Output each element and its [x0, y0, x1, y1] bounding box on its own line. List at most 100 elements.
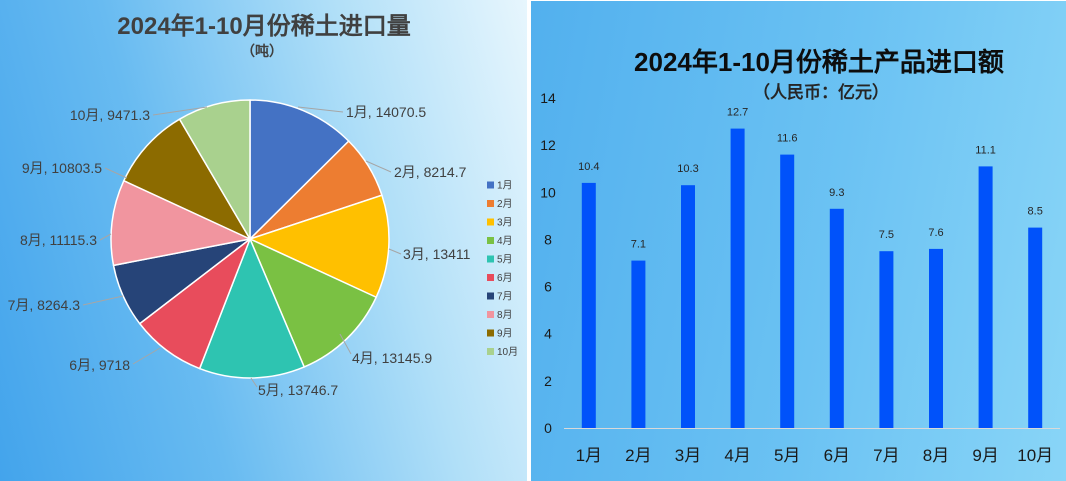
bar-6	[829, 208, 844, 428]
pie-chart-panel: 2024年1-10月份稀土进口量 （吨） 1月, 14070.5 2月, 8214…	[0, 0, 527, 481]
bar-4	[730, 128, 745, 428]
bar-data-label: 12.7	[727, 107, 748, 119]
x-tick-label: 8月	[923, 446, 949, 465]
pie-data-label: 9月, 10803.5	[22, 160, 102, 176]
y-axis-tick-labels: 0 2 4 6 8 10 12 14	[540, 90, 556, 436]
legend-label: 10月	[497, 346, 518, 358]
bar-1	[581, 182, 596, 428]
pie-slice-3	[249, 194, 390, 298]
bar-chart-subtitle: （人民币：亿元）	[753, 82, 889, 102]
x-axis: 1月 2月 3月 4月 5月 6月 7月 8月 9月 10月	[564, 428, 1060, 465]
pie-data-label: 10月, 9471.3	[70, 107, 150, 123]
legend-swatch	[487, 255, 494, 263]
legend-swatch	[487, 237, 494, 244]
legend-swatch	[487, 329, 494, 337]
pie-chart-title: 2024年1-10月份稀土进口量	[117, 12, 410, 40]
legend-item: 3月	[487, 217, 513, 229]
legend-label: 5月	[497, 254, 513, 266]
bar-data-label: 7.1	[631, 239, 646, 251]
legend-item: 7月	[487, 291, 513, 303]
pie-leader-line	[82, 295, 124, 306]
legend-label: 9月	[497, 328, 513, 340]
x-tick-label: 2月	[625, 446, 651, 465]
pie-slice-4	[249, 238, 377, 368]
pie-slice-5	[198, 238, 305, 379]
bar-data-label: 8.5	[1028, 206, 1043, 218]
pie-data-label: 7月, 8264.3	[8, 297, 81, 313]
bar-7	[879, 251, 894, 428]
legend-item: 6月	[487, 272, 513, 284]
pie-legend: 1月 2月 3月 4月 5月 6月 7月 8月 9月 10月	[487, 180, 518, 358]
legend-label: 6月	[497, 272, 513, 284]
bar-8	[929, 248, 943, 428]
pie-chart: 2024年1-10月份稀土进口量 （吨） 1月, 14070.5 2月, 8214…	[8, 12, 519, 398]
pie-data-label: 2月, 8214.7	[394, 164, 467, 180]
legend-item: 2月	[487, 198, 513, 210]
pie-leader-line	[388, 248, 402, 255]
bar-2	[631, 260, 646, 428]
legend-item: 8月	[487, 309, 513, 321]
x-tick-label: 3月	[675, 446, 701, 465]
x-tick-label: 1月	[576, 446, 602, 465]
bar-9	[978, 166, 993, 428]
legend-label: 2月	[497, 198, 513, 210]
legend-swatch	[487, 292, 494, 300]
pie-data-label: 8月, 11115.3	[20, 232, 97, 248]
y-tick-label: 12	[540, 137, 556, 153]
pie-slice-8	[110, 179, 251, 267]
bar-10	[1028, 227, 1043, 428]
y-tick-label: 4	[544, 326, 552, 342]
y-tick-label: 2	[544, 373, 552, 389]
bar-5	[780, 154, 795, 428]
legend-swatch	[487, 274, 494, 281]
pie-leader-line	[297, 106, 344, 113]
legend-label: 3月	[497, 217, 513, 229]
legend-label: 4月	[497, 235, 513, 247]
x-tick-label: 10月	[1017, 446, 1053, 465]
pie-data-label: 1月, 14070.5	[346, 104, 426, 120]
legend-item: 5月	[487, 254, 513, 266]
pie-data-label: 4月, 13145.9	[352, 350, 432, 366]
bar-chart-title: 2024年1-10月份稀土产品进口额	[634, 47, 1004, 77]
pie-leader-line	[250, 377, 258, 388]
pie-slice-10	[178, 99, 251, 240]
bar-data-label: 9.3	[829, 187, 844, 199]
legend-label: 8月	[497, 309, 513, 321]
bars	[581, 128, 1043, 428]
bar-chart: 2024年1-10月份稀土产品进口额 （人民币：亿元） 02468101214 …	[540, 47, 1060, 465]
legend-item: 10月	[487, 346, 518, 358]
legend-label: 1月	[497, 180, 513, 192]
legend-swatch	[487, 311, 494, 318]
pie-leader-line	[99, 233, 112, 241]
legend-swatch	[487, 181, 494, 189]
legend-item: 9月	[487, 328, 513, 340]
x-tick-label: 7月	[873, 446, 899, 465]
pie-slices	[110, 99, 390, 379]
pie-data-label: 5月, 13746.7	[258, 382, 338, 398]
y-tick-label: 8	[544, 231, 552, 247]
y-tick-label: 6	[544, 279, 552, 295]
x-tick-label: 6月	[824, 446, 850, 465]
x-tick-label: 5月	[774, 446, 800, 465]
y-tick-label: 10	[540, 184, 556, 200]
legend-label: 7月	[497, 291, 513, 303]
legend-swatch	[487, 218, 494, 226]
pie-slice-9	[123, 118, 251, 240]
pie-leader-line	[104, 167, 128, 179]
bar-chart-panel: 2024年1-10月份稀土产品进口额 （人民币：亿元） 0 2 4 6 8 10 12 14 …	[531, 1, 1066, 481]
legend-item: 1月	[487, 180, 513, 192]
pie-leader-line	[339, 333, 352, 355]
bar-data-label: 11.1	[975, 144, 996, 156]
legend-item: 4月	[487, 235, 513, 247]
y-tick-label: 14	[540, 90, 556, 106]
bar-data-label: 7.6	[928, 227, 943, 239]
bar-3	[681, 185, 695, 428]
pie-data-labels: 1月, 14070.5 2月, 8214.7 3月, 13411 4月, 13145.…	[8, 104, 471, 398]
bar-data-labels: 10.4 7.1 10.3 12.7 11.6 9.3 7.5 7.6 11.1 8.5	[578, 107, 1043, 251]
pie-leader-line	[132, 347, 161, 365]
pie-data-label: 6月, 9718	[69, 357, 130, 373]
pie-leader-line	[152, 106, 208, 116]
pie-chart-subtitle: （吨）	[241, 43, 283, 59]
bar-data-label: 7.5	[879, 229, 894, 241]
bar-data-label: 11.6	[777, 133, 798, 145]
